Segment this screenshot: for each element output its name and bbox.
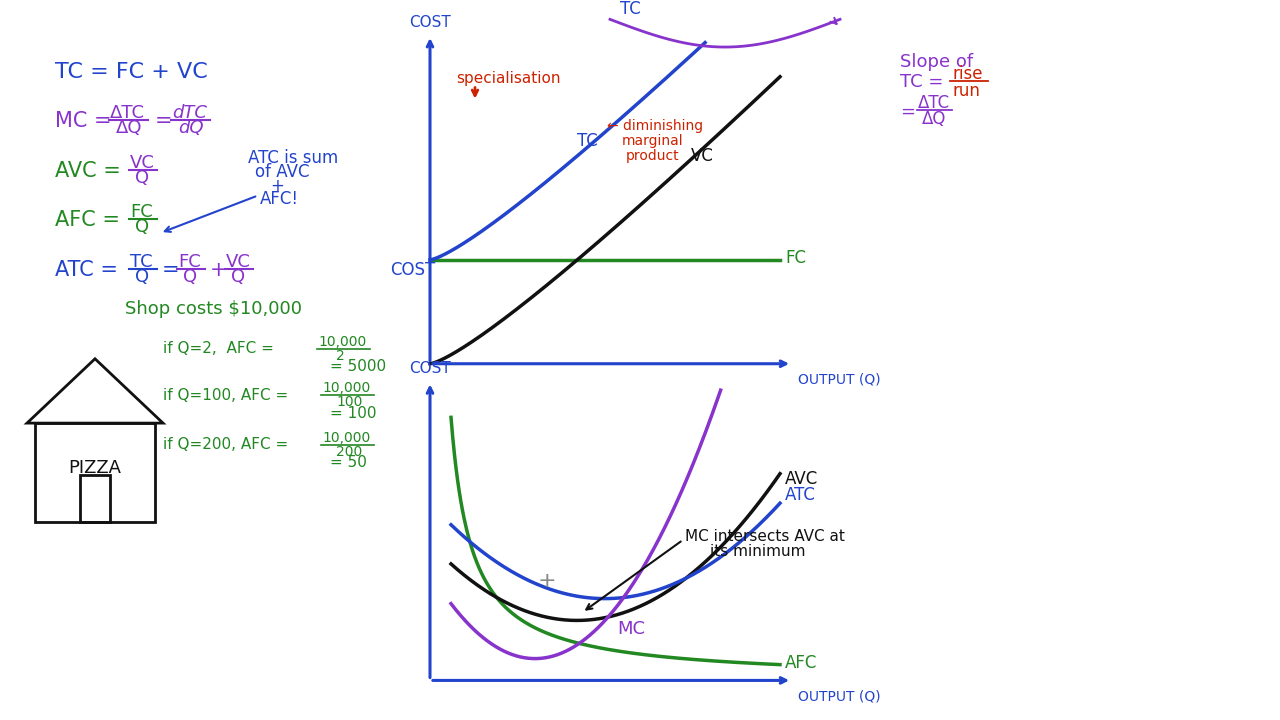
Text: COST: COST bbox=[410, 15, 451, 30]
Text: AVC =: AVC = bbox=[55, 161, 120, 181]
Text: 2: 2 bbox=[335, 348, 344, 363]
Text: 10,000: 10,000 bbox=[323, 431, 370, 445]
Text: MC =: MC = bbox=[55, 112, 111, 131]
Text: FC: FC bbox=[178, 253, 201, 271]
Text: OUTPUT (Q): OUTPUT (Q) bbox=[797, 689, 881, 703]
Text: VC: VC bbox=[691, 147, 714, 165]
Text: 10,000: 10,000 bbox=[317, 335, 366, 349]
Text: product: product bbox=[626, 149, 680, 163]
Text: AFC!: AFC! bbox=[260, 191, 300, 209]
Text: Q: Q bbox=[183, 268, 197, 286]
Text: ATC is sum: ATC is sum bbox=[248, 149, 338, 167]
Text: TC: TC bbox=[577, 132, 598, 150]
Text: COST: COST bbox=[410, 361, 451, 376]
Text: ΔQ: ΔQ bbox=[116, 120, 142, 138]
Text: TC: TC bbox=[131, 253, 152, 271]
Text: VC: VC bbox=[131, 154, 155, 172]
Text: MC intersects AVC at: MC intersects AVC at bbox=[685, 529, 845, 544]
Text: Q: Q bbox=[230, 268, 246, 286]
Text: OUTPUT (Q): OUTPUT (Q) bbox=[797, 372, 881, 387]
Text: 100: 100 bbox=[335, 395, 362, 410]
Text: rise: rise bbox=[952, 65, 983, 83]
Text: ← diminishing: ← diminishing bbox=[607, 120, 703, 133]
Text: +: + bbox=[210, 260, 228, 279]
Text: if Q=200, AFC =: if Q=200, AFC = bbox=[163, 437, 288, 452]
Text: dQ: dQ bbox=[178, 120, 204, 138]
Text: =: = bbox=[163, 260, 179, 279]
Text: FC: FC bbox=[785, 249, 806, 267]
Text: specialisation: specialisation bbox=[456, 71, 561, 86]
Text: ΔTC: ΔTC bbox=[918, 94, 950, 112]
Text: COST: COST bbox=[390, 261, 435, 279]
Text: =: = bbox=[900, 102, 915, 120]
Text: marginal: marginal bbox=[622, 134, 684, 148]
Text: Shop costs $10,000: Shop costs $10,000 bbox=[125, 300, 302, 318]
Text: 200: 200 bbox=[335, 445, 362, 459]
Text: of AVC: of AVC bbox=[255, 163, 310, 181]
Text: = 50: = 50 bbox=[330, 455, 367, 470]
Text: if Q=100, AFC =: if Q=100, AFC = bbox=[163, 388, 288, 403]
Text: ΔQ: ΔQ bbox=[922, 110, 946, 128]
Text: Slope of: Slope of bbox=[900, 53, 973, 71]
Text: AVC: AVC bbox=[785, 469, 818, 487]
Text: TC =: TC = bbox=[900, 73, 943, 91]
Bar bbox=[35, 423, 155, 522]
Bar bbox=[79, 474, 110, 522]
Text: PIZZA: PIZZA bbox=[69, 459, 122, 477]
Text: if Q=2,  AFC =: if Q=2, AFC = bbox=[163, 341, 274, 356]
Text: +: + bbox=[538, 571, 557, 591]
Text: AFC =: AFC = bbox=[55, 210, 120, 230]
Text: = 5000: = 5000 bbox=[330, 359, 387, 374]
Text: MC: MC bbox=[618, 621, 645, 639]
Text: VC: VC bbox=[227, 253, 251, 271]
Text: AFC: AFC bbox=[785, 654, 818, 672]
Text: TC = FC + VC: TC = FC + VC bbox=[55, 62, 207, 82]
Text: FC: FC bbox=[131, 203, 152, 221]
Text: its minimum: its minimum bbox=[710, 544, 805, 559]
Text: +: + bbox=[270, 176, 284, 194]
Text: 10,000: 10,000 bbox=[323, 382, 370, 395]
Text: ATC: ATC bbox=[785, 486, 815, 504]
Text: Q: Q bbox=[134, 268, 150, 286]
Text: TC: TC bbox=[620, 1, 641, 19]
Text: Q: Q bbox=[134, 218, 150, 236]
Text: = 100: = 100 bbox=[330, 405, 376, 420]
Text: ATC =: ATC = bbox=[55, 260, 118, 279]
Text: Q: Q bbox=[134, 168, 150, 186]
Text: dTC: dTC bbox=[172, 104, 207, 122]
Text: run: run bbox=[952, 81, 980, 99]
Text: =: = bbox=[155, 112, 173, 131]
Text: ΔTC: ΔTC bbox=[110, 104, 145, 122]
